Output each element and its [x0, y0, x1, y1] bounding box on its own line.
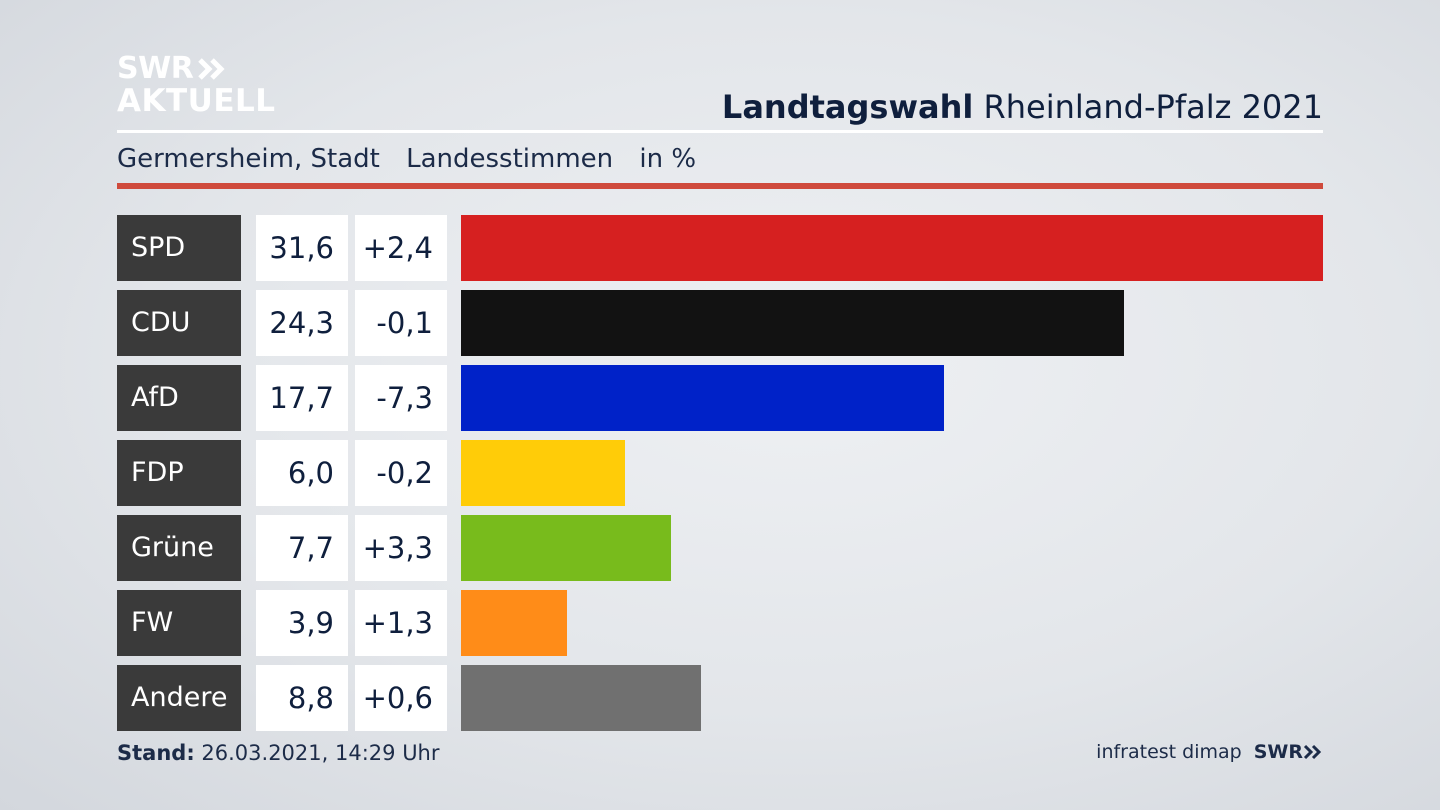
value-label: 8,8: [256, 665, 348, 731]
timestamp: Stand: 26.03.2021, 14:29 Uhr: [117, 741, 440, 765]
party-label: FW: [117, 590, 241, 656]
diff-label: +3,3: [355, 515, 447, 581]
bar: [461, 440, 625, 506]
double-chevron-icon: [198, 58, 225, 80]
header-divider: [117, 130, 1323, 133]
subtitle-type: Landesstimmen: [406, 144, 614, 174]
stand-value: 26.03.2021, 14:29 Uhr: [201, 741, 440, 765]
bar: [461, 590, 567, 656]
diff-label: -7,3: [355, 365, 447, 431]
logo-line2: AKTUELL: [117, 83, 276, 119]
logo-line1: SWR: [117, 51, 194, 86]
title-rest: Rheinland-Pfalz 2021: [983, 88, 1323, 126]
bar: [461, 515, 671, 581]
subtitle-divider: [117, 183, 1323, 189]
swr-aktuell-logo: SWR AKTUELL: [117, 54, 276, 117]
party-label: FDP: [117, 440, 241, 506]
diff-label: -0,2: [355, 440, 447, 506]
diff-label: +1,3: [355, 590, 447, 656]
source-label: infratest dimap: [1096, 741, 1242, 763]
bar: [461, 215, 1323, 281]
value-label: 7,7: [256, 515, 348, 581]
value-label: 3,9: [256, 590, 348, 656]
source-credit: infratest dimap SWR: [1096, 741, 1323, 763]
diff-label: +2,4: [355, 215, 447, 281]
value-label: 17,7: [256, 365, 348, 431]
swr-footer-text: SWR: [1253, 741, 1303, 763]
subtitle-unit: in %: [639, 144, 697, 174]
chart-title: Landtagswahl Rheinland-Pfalz 2021: [722, 88, 1323, 126]
bar: [461, 290, 1124, 356]
party-label: Grüne: [117, 515, 241, 581]
party-label: Andere: [117, 665, 241, 731]
value-label: 24,3: [256, 290, 348, 356]
swr-footer-logo: SWR: [1254, 741, 1323, 763]
party-label: AfD: [117, 365, 241, 431]
value-label: 31,6: [256, 215, 348, 281]
diff-label: +0,6: [355, 665, 447, 731]
value-label: 6,0: [256, 440, 348, 506]
bar: [461, 665, 701, 731]
chart-subtitle: Germersheim, Stadt Landesstimmen in %: [117, 144, 714, 174]
party-label: CDU: [117, 290, 241, 356]
double-chevron-icon: [1303, 744, 1322, 760]
party-label: SPD: [117, 215, 241, 281]
subtitle-place: Germersheim, Stadt: [117, 144, 380, 174]
bar: [461, 365, 944, 431]
title-bold: Landtagswahl: [721, 88, 974, 126]
diff-label: -0,1: [355, 290, 447, 356]
stand-label: Stand:: [117, 741, 195, 765]
